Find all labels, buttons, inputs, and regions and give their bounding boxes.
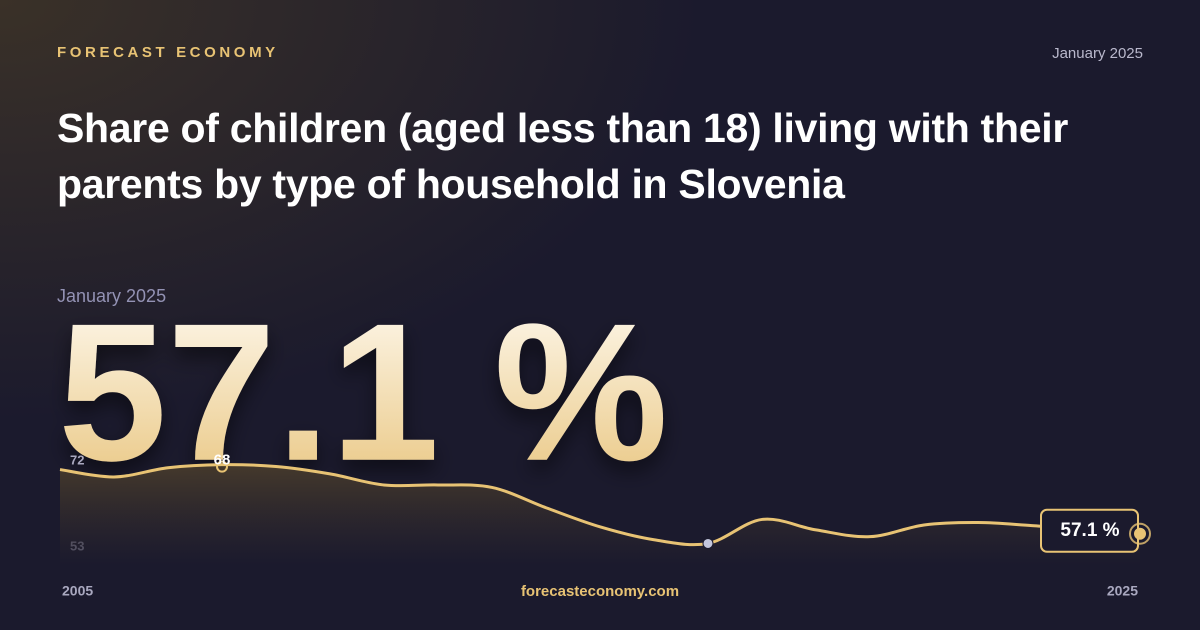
- line: [59, 463, 1141, 547]
- peak-label: 68: [214, 452, 231, 469]
- x-tick-label: 2025: [1107, 583, 1138, 599]
- min-marker: [702, 537, 714, 549]
- headline-value: 57.1 %: [58, 283, 668, 502]
- title: Share of children (aged less than 18) li…: [57, 105, 1068, 207]
- end-marker: [1134, 527, 1146, 540]
- y-tick-label: 72: [70, 452, 84, 467]
- brand: FORECAST ECONOMY: [57, 44, 279, 61]
- date: January 2025: [1052, 45, 1143, 62]
- end-halo: [1129, 522, 1151, 545]
- end-label: 57.1 %: [1060, 520, 1119, 541]
- x-tick-label: 2005: [62, 583, 93, 599]
- headline-date: January 2025: [57, 286, 166, 306]
- peak-marker: [216, 460, 228, 473]
- footer: forecasteconomy.com: [521, 583, 679, 600]
- area: [60, 464, 1140, 565]
